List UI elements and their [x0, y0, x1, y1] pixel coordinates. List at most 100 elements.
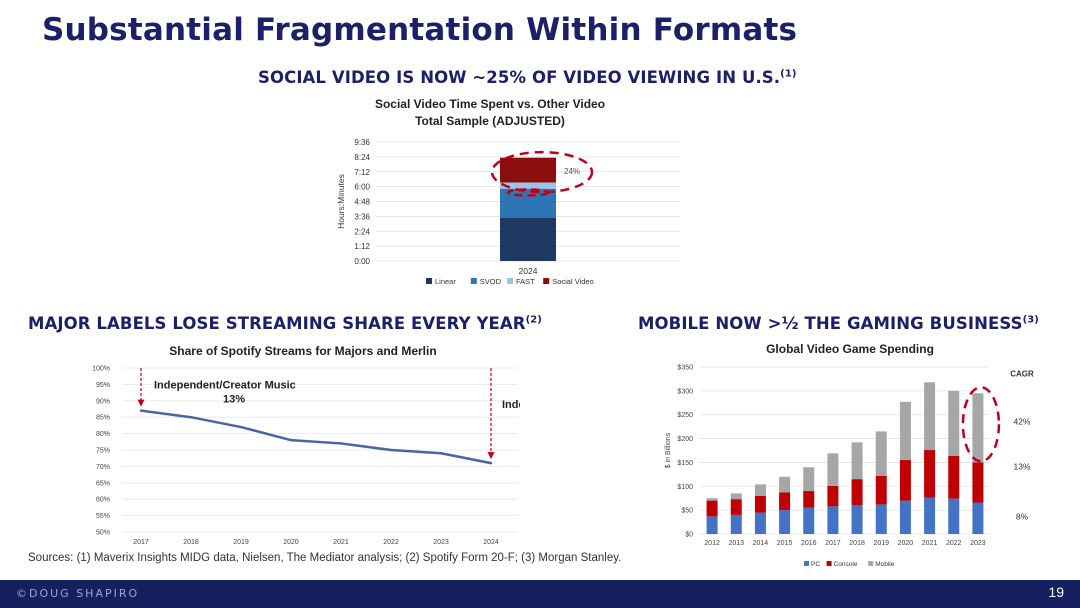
- y-tick-label: 8:24: [354, 153, 370, 162]
- x-tick-label: 2016: [801, 540, 817, 547]
- y-tick-label: $50: [681, 508, 693, 515]
- legend-swatch: [804, 561, 809, 566]
- y-tick-label: 7:12: [354, 168, 370, 177]
- x-tick-label: 2023: [433, 539, 449, 546]
- annotation-creator-label: Independent/Creator Music: [502, 399, 520, 411]
- bar-segment-pc: [827, 506, 839, 534]
- legend-swatch: [426, 278, 432, 284]
- bar-segment-pc: [803, 507, 815, 534]
- bar-segment-console: [972, 462, 984, 503]
- sources-note: Sources: (1) Maverix Insights MIDG data,…: [28, 552, 622, 564]
- bar-segment-pc: [899, 500, 911, 534]
- y-tick-label: 90%: [96, 398, 110, 405]
- bar-segment-pc: [972, 502, 984, 534]
- cagr-label: 13%: [1013, 462, 1030, 472]
- bar-segment-mobile: [779, 476, 791, 493]
- spotify-chart-svg: 50% 55% 60% 65% 70% 75% 80% 85% 90% 95% 100% 2017 20…: [92, 366, 520, 547]
- data-point: [389, 448, 393, 452]
- bar-segment-mobile: [803, 467, 815, 492]
- y-tick-label: $100: [677, 484, 693, 491]
- legend-label: PC: [811, 561, 820, 568]
- y-tick-label: $350: [677, 365, 693, 372]
- bar-segment-mobile: [706, 498, 718, 501]
- data-point: [239, 425, 243, 429]
- legend-swatch: [507, 278, 513, 284]
- highlight-ellipse: [490, 150, 594, 194]
- x-tick-label: 2022: [383, 539, 399, 546]
- x-tick-label: 2019: [873, 540, 889, 547]
- annotation-independent-value: 13%: [223, 393, 245, 405]
- legend-swatch: [543, 278, 550, 284]
- x-tick-label: 2014: [753, 540, 769, 547]
- social-chart-subtitle: Total Sample (ADJUSTED): [415, 114, 565, 128]
- x-tick-label: 2021: [333, 539, 349, 546]
- y-tick-label: 65%: [96, 480, 110, 487]
- bar-segment-social-video: [500, 157, 556, 183]
- y-tick-label: $200: [677, 436, 693, 443]
- bar-segment-mobile: [730, 493, 742, 500]
- bar-segment-linear: [500, 217, 556, 261]
- legend-label: FAST: [516, 277, 535, 286]
- y-tick-label: 100%: [92, 366, 110, 373]
- series-line-majors-merlin: [140, 409, 492, 465]
- legend-swatch: [868, 561, 874, 566]
- bar-segment-console: [851, 479, 863, 506]
- social-video-heading-note: (1): [780, 68, 797, 80]
- bar-segment-pc: [875, 504, 887, 534]
- social-video-chart: Social Video Time Spent vs. Other Video …: [330, 92, 690, 302]
- footer-bar: [0, 580, 1080, 608]
- y-tick-label: 1:12: [354, 242, 370, 251]
- spotify-share-chart: Share of Spotify Streams for Majors and …: [88, 340, 520, 546]
- arrow-2024-head: [487, 452, 495, 460]
- bar-segment-console: [899, 460, 911, 501]
- highlight-dash: [506, 188, 550, 197]
- data-point: [489, 461, 493, 465]
- page-number: 19: [1048, 584, 1064, 600]
- y-tick-label: $150: [677, 460, 693, 467]
- y-tick-label: 70%: [96, 464, 110, 471]
- y-tick-label: 6:00: [354, 183, 370, 192]
- y-tick-label: 75%: [96, 448, 110, 455]
- x-tick-label: 2020: [283, 539, 299, 546]
- bar-segment-mobile: [875, 431, 887, 476]
- bar-segment-pc: [851, 505, 863, 534]
- x-tick-label: 2018: [183, 539, 199, 546]
- bar-segment-console: [948, 455, 960, 499]
- x-tick-label: 2022: [946, 540, 962, 547]
- annotation-independent-label: Independent/Creator Music: [154, 379, 296, 391]
- bar-segment-console: [706, 500, 718, 517]
- bar-segment-console: [924, 450, 936, 498]
- y-tick-label: 80%: [96, 431, 110, 438]
- x-tick-label: 2021: [922, 540, 938, 547]
- mobile-gaming-heading: MOBILE NOW >½ THE GAMING BUSINESS(3): [638, 314, 1039, 333]
- bar-segment-mobile: [754, 484, 766, 496]
- legend-label: Console: [834, 561, 858, 568]
- arrow-2017-head: [137, 399, 145, 407]
- y-tick-label: 55%: [96, 513, 110, 520]
- bar-segment-console: [779, 492, 791, 511]
- y-tick-label: $300: [677, 388, 693, 395]
- social-share-label: 24%: [564, 167, 580, 176]
- x-tick-label: 2017: [825, 540, 841, 547]
- bar-segment-pc: [924, 497, 936, 534]
- bar-segment-pc: [706, 516, 718, 534]
- x-tick-label: 2018: [849, 540, 865, 547]
- major-labels-heading-note: (2): [525, 314, 542, 326]
- bar-segment-mobile: [948, 390, 960, 456]
- highlight-ellipse: [961, 386, 1001, 463]
- x-tick-label: 2015: [777, 540, 793, 547]
- data-point: [139, 409, 143, 412]
- social-video-heading: SOCIAL VIDEO IS NOW ~25% OF VIDEO VIEWIN…: [258, 68, 797, 87]
- bar-segment-console: [754, 495, 766, 513]
- social-video-heading-text: SOCIAL VIDEO IS NOW ~25% OF VIDEO VIEWIN…: [258, 68, 781, 87]
- mobile-gaming-heading-text: MOBILE NOW >½ THE GAMING BUSINESS: [638, 314, 1023, 333]
- y-tick-label: 85%: [96, 415, 110, 422]
- y-tick-label: 95%: [96, 382, 110, 389]
- spotify-chart-title: Share of Spotify Streams for Majors and …: [169, 344, 437, 358]
- slide-title: Substantial Fragmentation Within Formats: [42, 12, 798, 48]
- y-tick-label: 3:36: [354, 212, 370, 221]
- game-spending-chart: Global Video Game Spending $0 $50 $100 $150…: [660, 338, 1050, 572]
- bar-segment-mobile: [827, 453, 839, 486]
- bar-segment-pc: [948, 498, 960, 534]
- x-tick-label: 2013: [728, 540, 744, 547]
